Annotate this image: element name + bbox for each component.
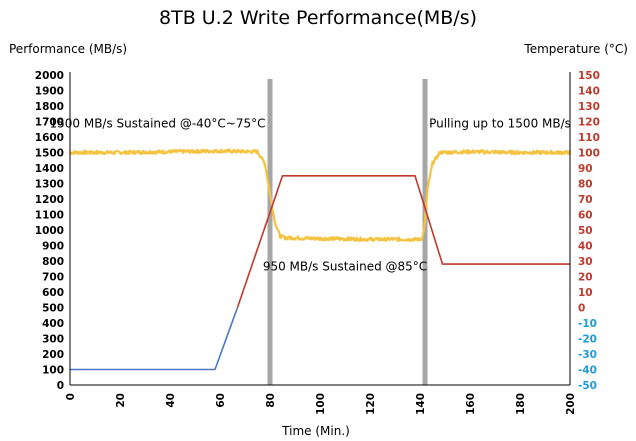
y-left-tick-label: 600 bbox=[42, 287, 64, 299]
y-left-tick-label: 1000 bbox=[35, 225, 64, 237]
x-tick-label: 80 bbox=[265, 393, 277, 408]
y-right-tick-label: 80 bbox=[578, 179, 593, 191]
y-left-tick-label: 1800 bbox=[35, 101, 64, 113]
y-left-tick-label: 2000 bbox=[35, 70, 64, 82]
y-left-tick-label: 800 bbox=[42, 256, 64, 268]
y-left-axis-title: Performance (MB/s) bbox=[9, 42, 127, 56]
y-right-tick-label: -10 bbox=[578, 318, 597, 330]
y-right-tick-label: -30 bbox=[578, 349, 597, 361]
y-right-tick-label: 10 bbox=[578, 287, 593, 299]
y-right-tick-label: -50 bbox=[578, 380, 597, 392]
y-left-tick-labels: 0 100 200 300 400 500 600 700 800 900 1000 1100 1200… bbox=[35, 70, 64, 392]
x-tick-label: 200 bbox=[565, 393, 577, 415]
y-right-tick-label: 120 bbox=[578, 117, 600, 129]
y-left-tick-label: 900 bbox=[42, 241, 64, 253]
annotation-1: 950 MB/s Sustained @85°C bbox=[263, 259, 427, 273]
x-tick-labels: 0 20 40 60 80 100 120 140 160 180 200 bbox=[65, 393, 577, 415]
y-left-tick-label: 1400 bbox=[35, 163, 64, 175]
y-right-tick-label: 0 bbox=[578, 303, 585, 315]
y-left-tick-label: 1200 bbox=[35, 194, 64, 206]
y-left-tick-label: 100 bbox=[42, 365, 64, 377]
y-right-tick-label: -20 bbox=[578, 334, 597, 346]
y-left-tick-label: 200 bbox=[42, 349, 64, 361]
y-right-tick-label: 100 bbox=[578, 148, 600, 160]
y-right-tick-labels: -50 -40 -30 -20 -10 0 10 20 30 40 50 60 70 80 90 100 110… bbox=[578, 70, 600, 392]
y-left-tick-label: 1300 bbox=[35, 179, 64, 191]
y-right-tick-label: 140 bbox=[578, 86, 600, 98]
y-left-tick-label: 0 bbox=[57, 380, 64, 392]
y-left-tick-label: 300 bbox=[42, 334, 64, 346]
y-right-tick-label: 20 bbox=[578, 272, 593, 284]
y-right-tick-label: 60 bbox=[578, 210, 593, 222]
y-right-tick-label: 30 bbox=[578, 256, 593, 268]
y-right-axis-title: Temperature (°C) bbox=[523, 42, 628, 56]
y-right-tick-label: -40 bbox=[578, 365, 597, 377]
y-left-tick-label: 700 bbox=[42, 272, 64, 284]
series-line-2 bbox=[236, 175, 570, 308]
annotation-0: 1500 MB/s Sustained @-40°C~75°C bbox=[49, 117, 265, 131]
x-tick-label: 20 bbox=[115, 393, 127, 408]
x-tick-label: 100 bbox=[315, 393, 327, 415]
x-tick-label: 0 bbox=[65, 393, 77, 400]
x-tick-label: 180 bbox=[515, 393, 527, 415]
series-line-1 bbox=[70, 307, 239, 371]
y-right-tick-label: 110 bbox=[578, 132, 600, 144]
vertical-markers bbox=[267, 79, 428, 385]
annotations: 1500 MB/s Sustained @-40°C~75°C 950 MB/s … bbox=[49, 117, 570, 274]
x-tick-label: 40 bbox=[165, 393, 177, 408]
chart-title: 8TB U.2 Write Performance(MB/s) bbox=[159, 7, 477, 29]
y-left-tick-label: 1900 bbox=[35, 86, 64, 98]
axes bbox=[69, 72, 571, 386]
y-left-tick-label: 1500 bbox=[35, 148, 64, 160]
y-left-tick-label: 400 bbox=[42, 318, 64, 330]
annotation-2: Pulling up to 1500 MB/s bbox=[429, 117, 571, 131]
y-right-tick-label: 40 bbox=[578, 241, 593, 253]
x-tick-label: 120 bbox=[365, 393, 377, 415]
y-right-tick-label: 70 bbox=[578, 194, 593, 206]
y-left-tick-label: 1600 bbox=[35, 132, 64, 144]
x-tick-label: 140 bbox=[415, 393, 427, 415]
y-left-tick-label: 1700 bbox=[35, 117, 64, 129]
y-right-tick-label: 50 bbox=[578, 225, 593, 237]
y-right-tick-label: 150 bbox=[578, 70, 600, 82]
y-left-tick-label: 1100 bbox=[35, 210, 64, 222]
series-line-0 bbox=[69, 148, 572, 243]
y-left-tick-label: 500 bbox=[42, 303, 64, 315]
series-lines bbox=[69, 148, 572, 371]
x-tick-label: 60 bbox=[215, 393, 227, 408]
y-right-tick-label: 90 bbox=[578, 163, 593, 175]
x-tick-label: 160 bbox=[465, 393, 477, 415]
y-right-tick-label: 130 bbox=[578, 101, 600, 113]
x-axis-title: Time (Min.) bbox=[281, 424, 350, 438]
